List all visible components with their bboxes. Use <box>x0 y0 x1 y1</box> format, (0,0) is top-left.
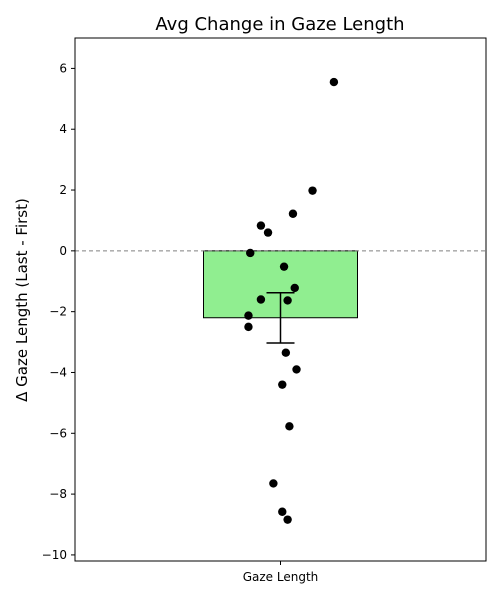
error-bar <box>266 292 295 344</box>
data-point-9 <box>256 295 266 304</box>
data-point-16 <box>285 422 294 431</box>
data-point-10 <box>283 296 292 305</box>
y-tick-label: 2 <box>59 183 67 197</box>
data-point-3 <box>288 209 298 218</box>
data-point-11 <box>244 311 253 320</box>
y-tick-label: −10 <box>42 548 67 562</box>
data-point-14 <box>292 365 301 374</box>
y-axis-label: Δ Gaze Length (Last - First) <box>13 198 31 402</box>
y-tick-label: 4 <box>59 122 67 136</box>
data-point-7 <box>279 262 289 271</box>
x-tick-label: Gaze Length <box>243 570 319 584</box>
y-tick-label: −8 <box>49 487 67 501</box>
data-point-19 <box>283 515 292 524</box>
chart-title: Avg Change in Gaze Length <box>155 14 404 35</box>
data-point-4 <box>256 221 266 230</box>
y-tick-label: −2 <box>49 305 67 319</box>
data-point-6 <box>246 248 255 258</box>
data-point-13 <box>281 348 291 357</box>
data-point-12 <box>244 322 253 332</box>
y-tick-label: −4 <box>49 365 67 379</box>
data-point-1 <box>329 77 339 87</box>
data-point-8 <box>290 283 299 293</box>
data-point-5 <box>263 228 273 237</box>
data-point-17 <box>269 479 278 488</box>
y-tick-label: 6 <box>59 61 67 75</box>
y-tick-label: −6 <box>49 426 67 440</box>
data-point-2 <box>308 186 317 195</box>
data-point-15 <box>278 380 287 389</box>
y-tick-label: 0 <box>59 244 67 258</box>
plot-area: −10 −8 −6 −4 −2 0 2 4 6 Gaze Length <box>42 37 487 584</box>
data-point-18 <box>278 507 287 516</box>
